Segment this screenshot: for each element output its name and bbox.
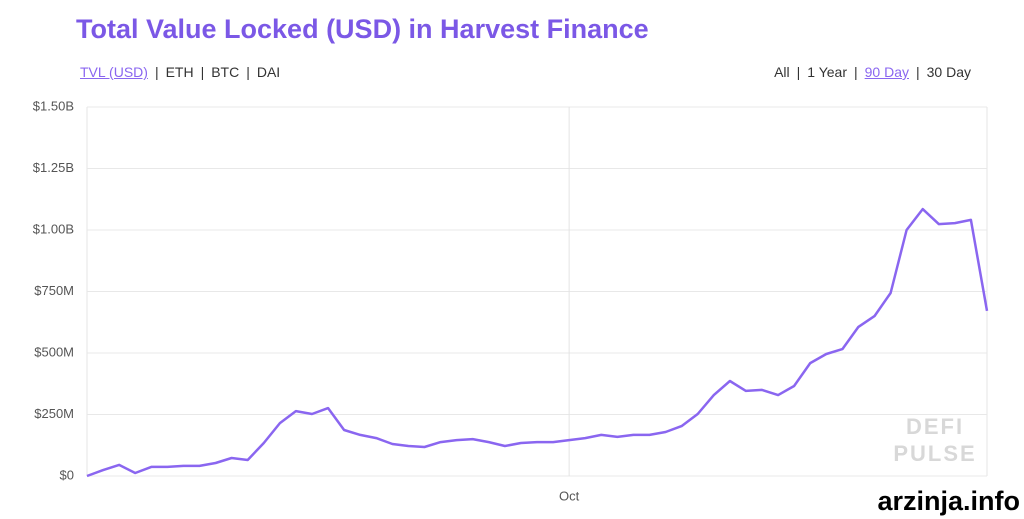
watermark: DEFI: [906, 414, 964, 439]
site-watermark: arzinja.info: [877, 486, 1020, 516]
y-tick-label: $0: [60, 467, 74, 482]
data-line: [86, 207, 989, 478]
toggle-option[interactable]: ETH: [165, 64, 194, 80]
separator: |: [200, 64, 205, 80]
separator: |: [916, 64, 920, 80]
metric-toggle: TVL (USD) | ETH | BTC | DAI: [80, 64, 280, 80]
y-tick-label: $1.25B: [33, 160, 74, 175]
toggle-option[interactable]: 1 Year: [807, 64, 847, 80]
range-toggle: All | 1 Year | 90 Day | 30 Day: [774, 64, 971, 80]
toggle-option[interactable]: 90 Day: [864, 64, 909, 80]
y-tick-label: $250M: [34, 406, 74, 421]
separator: |: [246, 64, 250, 80]
toggle-option[interactable]: BTC: [211, 64, 240, 80]
toggle-option[interactable]: 30 Day: [926, 64, 971, 80]
toggle-option[interactable]: All: [774, 64, 790, 80]
x-tick-label: Oct: [559, 488, 580, 503]
y-tick-label: $750M: [34, 283, 74, 298]
toggle-option[interactable]: DAI: [256, 64, 281, 80]
chart-title: Total Value Locked (USD) in Harvest Fina…: [76, 14, 649, 44]
separator: |: [854, 64, 858, 80]
separator: |: [154, 64, 159, 80]
toggle-option[interactable]: TVL (USD): [80, 64, 148, 80]
separator: |: [796, 64, 801, 80]
y-tick-label: $1.00B: [33, 221, 74, 236]
watermark: PULSE: [893, 441, 976, 466]
y-tick-label: $1.50B: [33, 98, 74, 113]
y-tick-label: $500M: [34, 344, 74, 359]
